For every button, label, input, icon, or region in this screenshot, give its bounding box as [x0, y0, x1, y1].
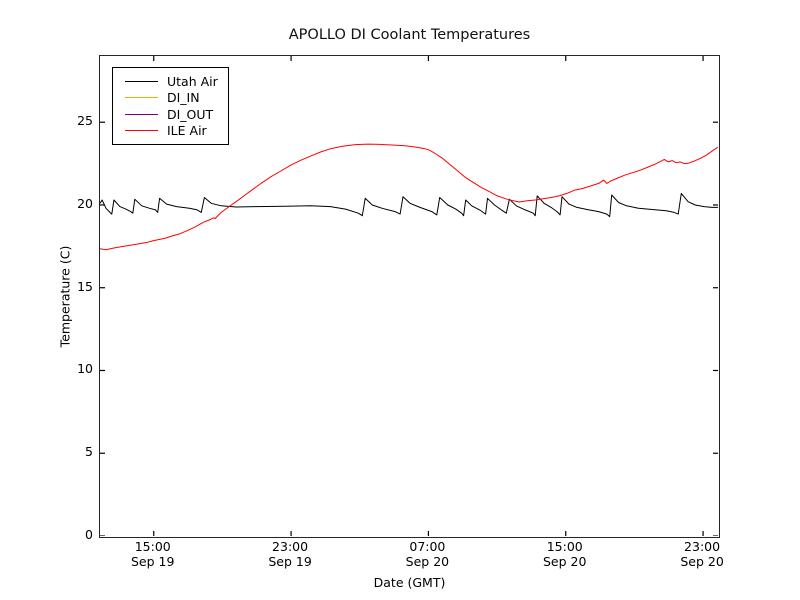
y-tick-label: 0 — [85, 527, 93, 542]
x-tick-time: 23:00 — [272, 539, 309, 554]
legend-line-sample — [125, 113, 158, 115]
x-tick-label: 15:00 Sep 20 — [543, 539, 586, 569]
series-line-utah-air — [100, 192, 718, 218]
x-tick-time: 15:00 — [546, 539, 583, 554]
x-tick-label: 23:00 Sep 19 — [268, 539, 311, 569]
x-axis-label: Date (GMT) — [373, 575, 446, 590]
legend-label: Utah Air — [167, 73, 218, 89]
y-tick-label: 10 — [77, 361, 93, 377]
x-tick-date: Sep 20 — [405, 554, 450, 569]
x-tick-date: Sep 19 — [130, 554, 175, 569]
y-tick-label: 15 — [77, 278, 93, 294]
plot-canvas — [100, 56, 718, 536]
series-line-ile-air — [100, 143, 718, 251]
x-tick-date: Sep 20 — [542, 554, 587, 569]
legend-line-sample — [125, 97, 158, 99]
legend-label: DI_OUT — [167, 106, 214, 122]
y-tick-label: 25 — [77, 113, 93, 129]
legend-line-sample — [125, 80, 158, 82]
x-tick-label: 07:00 Sep 20 — [406, 539, 449, 569]
legend-label: DI_IN — [167, 90, 200, 106]
x-tick-date: Sep 20 — [680, 554, 724, 569]
x-tick-date: Sep 19 — [268, 554, 312, 569]
y-tick-label: 20 — [77, 195, 93, 211]
legend-label: ILE Air — [167, 123, 207, 139]
y-tick-label: 5 — [85, 444, 93, 460]
x-tick-label: 15:00 Sep 19 — [131, 539, 174, 569]
legend-item-ile-air: ILE Air — [125, 123, 218, 140]
legend-line-sample — [125, 130, 158, 132]
legend-item-di-in: DI_IN — [125, 90, 218, 107]
x-tick-time: 07:00 — [409, 539, 446, 554]
x-tick-time: 15:00 — [134, 539, 171, 554]
legend-item-utah-air: Utah Air — [125, 73, 218, 90]
y-axis-label: Temperature (C) — [57, 245, 73, 348]
legend: Utah Air DI_IN DI_OUT ILE Air — [112, 67, 229, 145]
x-tick-time: 23:00 — [684, 539, 721, 554]
x-tick-label: 23:00 Sep 20 — [680, 539, 723, 569]
legend-item-di-out: DI_OUT — [125, 106, 218, 123]
plot-area: Utah Air DI_IN DI_OUT ILE Air — [99, 55, 720, 538]
chart-title: APOLLO DI Coolant Temperatures — [288, 27, 531, 43]
